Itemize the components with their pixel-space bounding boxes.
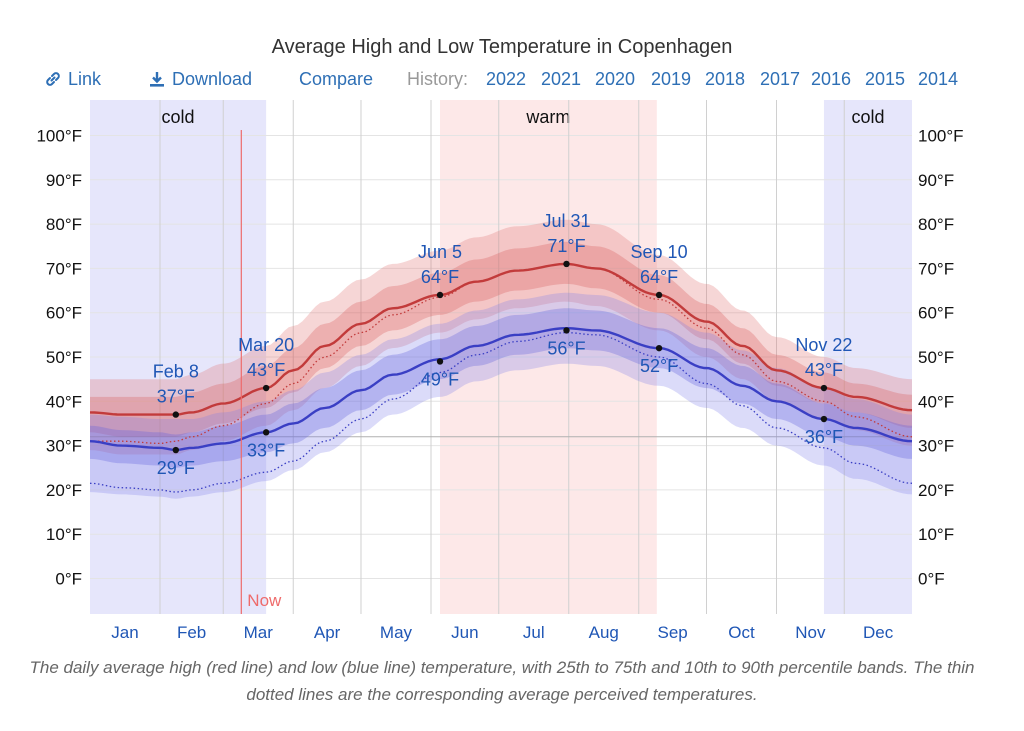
high-temperature-line: [89, 262, 913, 416]
link-icon: [46, 72, 60, 86]
annotation-date: Jun 5: [418, 242, 462, 262]
now-label: Now: [247, 591, 282, 610]
annotation-value: 64°F: [421, 267, 459, 287]
y-tick-label-left: 90°F: [46, 171, 82, 190]
y-tick-label-left: 30°F: [46, 437, 82, 456]
y-tick-label-right: 100°F: [918, 126, 964, 145]
annotation-date: Jul 31: [542, 211, 590, 231]
annotation-point: [262, 384, 270, 392]
month-label: Jan: [111, 623, 138, 642]
annotation-value: 49°F: [421, 369, 459, 389]
history-year-2015[interactable]: 2015: [865, 69, 906, 89]
annotation-point: [172, 446, 180, 454]
annotation-point: [655, 344, 663, 352]
annotation-date: Sep 10: [631, 242, 688, 262]
month-label: Jul: [523, 623, 545, 642]
y-tick-label-left: 100°F: [36, 126, 82, 145]
annotation-point: [436, 291, 444, 299]
annotation-point: [563, 327, 570, 334]
annotation-point: [820, 384, 828, 392]
y-tick-label-right: 60°F: [918, 304, 954, 323]
y-tick-label-left: 50°F: [46, 348, 82, 367]
history-year-2022[interactable]: 2022: [486, 69, 527, 89]
season-label-cold: cold: [162, 107, 195, 127]
y-tick-label-right: 30°F: [918, 437, 954, 456]
y-tick-label-right: 20°F: [918, 481, 954, 500]
month-label: Jun: [451, 623, 478, 642]
y-tick-label-right: 40°F: [918, 392, 954, 411]
y-tick-label-left: 70°F: [46, 259, 82, 278]
y-tick-label-left: 0°F: [55, 570, 82, 589]
low-perceived-line: [89, 332, 913, 493]
month-label: May: [380, 623, 413, 642]
download-button[interactable]: Download: [148, 69, 252, 90]
y-tick-label-left: 60°F: [46, 304, 82, 323]
chart-title: Average High and Low Temperature in Cope…: [271, 36, 733, 58]
annotation-value: 52°F: [640, 356, 678, 376]
history-year-2018[interactable]: 2018: [705, 69, 746, 89]
y-tick-label-right: 50°F: [918, 348, 954, 367]
history-year-2016[interactable]: 2016: [811, 69, 852, 89]
history-year-2019[interactable]: 2019: [651, 69, 692, 89]
month-label: Aug: [589, 623, 619, 642]
y-tick-label-right: 70°F: [918, 259, 954, 278]
season-label-warm: warm: [525, 107, 570, 127]
download-label: Download: [172, 69, 253, 89]
annotation-date: Mar 20: [238, 335, 294, 355]
history-year-2021[interactable]: 2021: [541, 69, 582, 89]
temperature-chart: cold warm cold 0°F 0°F 10°F 10°F 20°F 20°F 30°F 30…: [36, 100, 964, 642]
history-year-2014[interactable]: 2014: [918, 69, 959, 89]
month-label: Nov: [795, 623, 826, 642]
annotation-value: 29°F: [157, 458, 195, 478]
month-label: Sep: [658, 623, 688, 642]
y-tick-label-left: 10°F: [46, 525, 82, 544]
low-band-25-75: [90, 308, 912, 468]
low-temperature-line: [89, 327, 913, 452]
high-band-25-75: [90, 241, 912, 437]
y-tick-label-left: 40°F: [46, 392, 82, 411]
season-label-cold: cold: [851, 107, 884, 127]
annotation-value: 71°F: [547, 236, 585, 256]
download-icon: [150, 72, 164, 87]
low-band-10-90: [90, 292, 912, 499]
annotation-date: Nov 22: [795, 335, 852, 355]
annotation-point: [262, 429, 270, 436]
annotation-value: 64°F: [640, 267, 678, 287]
month-label: Feb: [177, 623, 206, 642]
history-year-2017[interactable]: 2017: [760, 69, 801, 89]
annotation-point: [436, 358, 444, 365]
y-tick-label-left: 80°F: [46, 215, 82, 234]
link-button[interactable]: Link: [44, 69, 101, 90]
annotation-point: [655, 291, 663, 299]
annotation-point: [820, 415, 828, 423]
y-tick-label-left: 20°F: [46, 481, 82, 500]
y-tick-label-right: 90°F: [918, 171, 954, 190]
month-label: Oct: [728, 623, 755, 642]
y-tick-label-right: 10°F: [918, 525, 954, 544]
month-label: Apr: [314, 623, 341, 642]
history-label: History:: [407, 69, 469, 89]
annotation-value: 56°F: [547, 338, 585, 358]
y-tick-label-right: 0°F: [918, 570, 945, 589]
y-tick-label-right: 80°F: [918, 215, 954, 234]
annotation-value: 43°F: [247, 360, 285, 380]
annotation-point: [563, 260, 570, 268]
annotation-point: [172, 411, 180, 418]
annotation-value: 43°F: [805, 360, 843, 380]
chart-caption: The daily average high (red line) and lo…: [29, 658, 975, 704]
history-year-2020[interactable]: 2020: [595, 69, 636, 89]
annotation-value: 37°F: [157, 387, 195, 407]
high-perceived-line: [90, 263, 913, 445]
high-band-10-90: [90, 219, 912, 455]
link-label: Link: [68, 69, 102, 89]
month-label: Dec: [863, 623, 894, 642]
compare-button[interactable]: Compare: [299, 69, 374, 89]
annotation-value: 33°F: [247, 440, 285, 460]
month-label: Mar: [244, 623, 274, 642]
annotation-date: Feb 8: [153, 362, 199, 382]
annotation-value: 36°F: [805, 427, 843, 447]
